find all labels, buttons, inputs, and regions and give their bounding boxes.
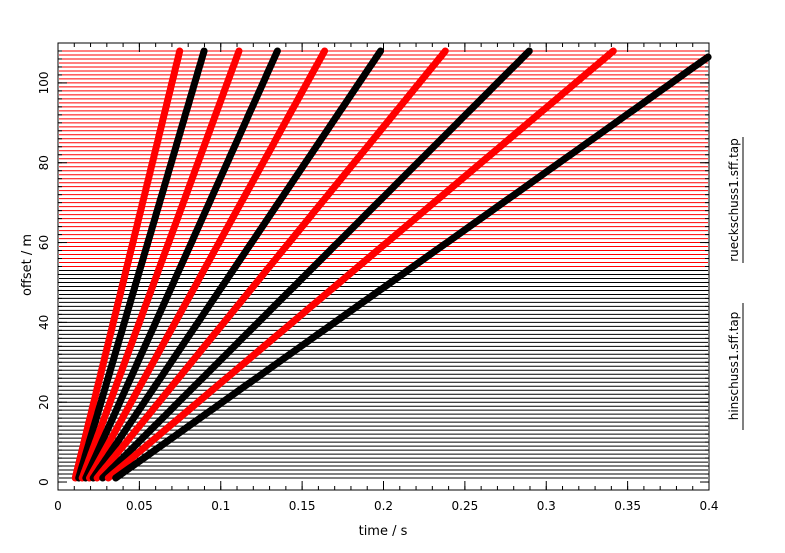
- legend-upper: rueckschuss1.sff.tap: [727, 137, 744, 263]
- x-tick-label: 0.2: [374, 499, 393, 513]
- arrival-event: [99, 47, 533, 482]
- arrival-event: [75, 47, 208, 482]
- x-axis-ticks: 0 0.05 0.1 0.15 0.2 0.25 0.3 0.35 0.4: [54, 43, 719, 513]
- legend-label-hinschuss: hinschuss1.sff.tap: [727, 312, 741, 421]
- y-tick-label: 20: [37, 395, 51, 410]
- x-tick-label: 0.35: [614, 499, 641, 513]
- x-tick-label: 0.05: [126, 499, 153, 513]
- arrival-event: [71, 47, 184, 482]
- y-tick-label: 100: [37, 71, 51, 94]
- legend-label-rueckschuss: rueckschuss1.sff.tap: [727, 138, 741, 262]
- y-tick-label: 60: [37, 235, 51, 250]
- legend-lower: hinschuss1.sff.tap: [727, 303, 744, 430]
- x-tick-label: 0.1: [211, 499, 230, 513]
- x-tick-label: 0.3: [537, 499, 556, 513]
- y-tick-label: 80: [37, 155, 51, 170]
- arrival-event: [78, 47, 243, 482]
- arrival-event: [112, 53, 712, 482]
- y-tick-label: 0: [37, 478, 51, 486]
- arrival-event: [86, 47, 329, 482]
- y-tick-label: 40: [37, 315, 51, 330]
- event-layer: [71, 47, 712, 482]
- arrival-event: [93, 47, 449, 482]
- x-tick-label: 0.25: [452, 499, 479, 513]
- arrival-event: [89, 47, 385, 482]
- arrival-event: [104, 47, 617, 482]
- x-axis-label: time / s: [359, 524, 408, 539]
- y-axis-ticks: 0 20 40 60 80 100: [37, 50, 709, 486]
- x-tick-label: 0: [54, 499, 62, 513]
- arrival-event: [82, 47, 281, 482]
- x-tick-label: 0.4: [699, 499, 718, 513]
- x-tick-label: 0.15: [289, 499, 316, 513]
- y-axis-label: offset / m: [20, 234, 35, 296]
